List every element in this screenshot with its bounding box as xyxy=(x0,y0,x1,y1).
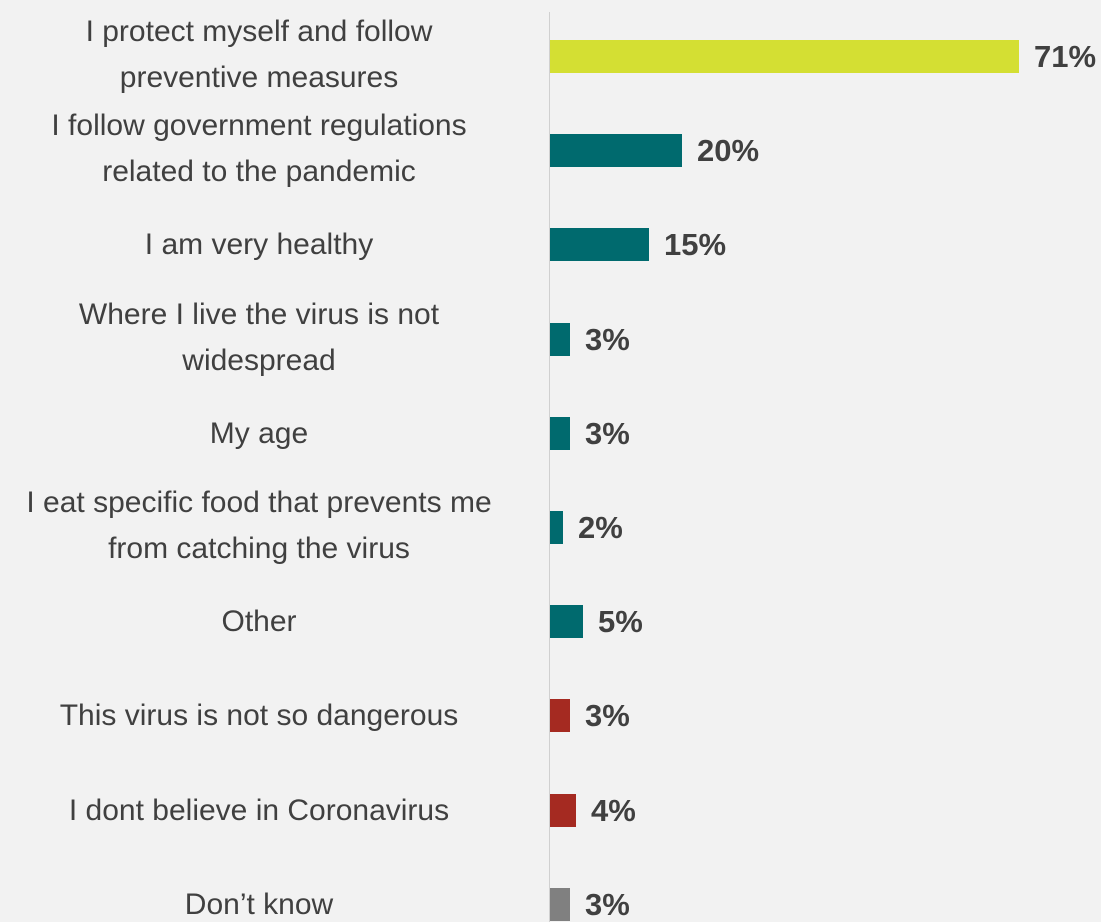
bar xyxy=(550,605,583,638)
value-label: 3% xyxy=(585,322,630,357)
bar xyxy=(550,134,682,167)
category-label-line: I follow government regulations xyxy=(51,109,467,142)
value-label: 3% xyxy=(585,698,630,733)
category-label-line: I protect myself and follow xyxy=(85,15,433,48)
bar xyxy=(550,794,576,827)
category-label-line: This virus is not so dangerous xyxy=(59,699,459,732)
bar xyxy=(550,699,570,732)
category-label-line: Don’t know xyxy=(184,888,334,921)
category-label-line: related to the pandemic xyxy=(102,155,416,188)
category-label: Where I live the virus is not widespread xyxy=(0,292,518,384)
bar xyxy=(550,888,570,921)
category-label: This virus is not so dangerous xyxy=(0,693,518,739)
value-label: 5% xyxy=(598,604,643,639)
category-label: Don’t know xyxy=(0,882,518,922)
category-label-line: Where I live the virus is not xyxy=(78,298,440,331)
category-label-line: I eat specific food that prevents me xyxy=(26,486,492,519)
value-label: 20% xyxy=(697,133,760,168)
category-label-line: My age xyxy=(209,417,309,450)
bar xyxy=(550,511,563,544)
category-label-line: Other xyxy=(221,605,297,638)
value-label: 2% xyxy=(578,510,623,545)
category-label-line: preventive measures xyxy=(119,61,399,94)
category-label: Other xyxy=(0,599,518,645)
value-label: 4% xyxy=(591,793,636,828)
bar xyxy=(550,228,649,261)
category-label: I eat specific food that prevents me from… xyxy=(0,480,518,572)
value-label: 3% xyxy=(585,416,630,451)
category-label: I dont believe in Coronavirus xyxy=(0,788,518,834)
category-axis-line xyxy=(549,12,550,922)
bar xyxy=(550,323,570,356)
category-label: I follow government regulations related t… xyxy=(0,103,518,195)
value-label: 3% xyxy=(585,887,630,922)
category-label-line: widespread xyxy=(182,344,336,377)
category-label-line: I dont believe in Coronavirus xyxy=(68,794,450,827)
category-label: My age xyxy=(0,411,518,457)
category-label-line: I am very healthy xyxy=(144,228,374,261)
category-label: I am very healthy xyxy=(0,222,518,268)
bar xyxy=(550,40,1019,73)
value-label: 15% xyxy=(664,227,727,262)
category-label-line: from catching the virus xyxy=(108,532,410,565)
category-label: I protect myself and follow preventive me… xyxy=(0,9,518,101)
bar xyxy=(550,417,570,450)
value-label: 71% xyxy=(1034,39,1097,74)
